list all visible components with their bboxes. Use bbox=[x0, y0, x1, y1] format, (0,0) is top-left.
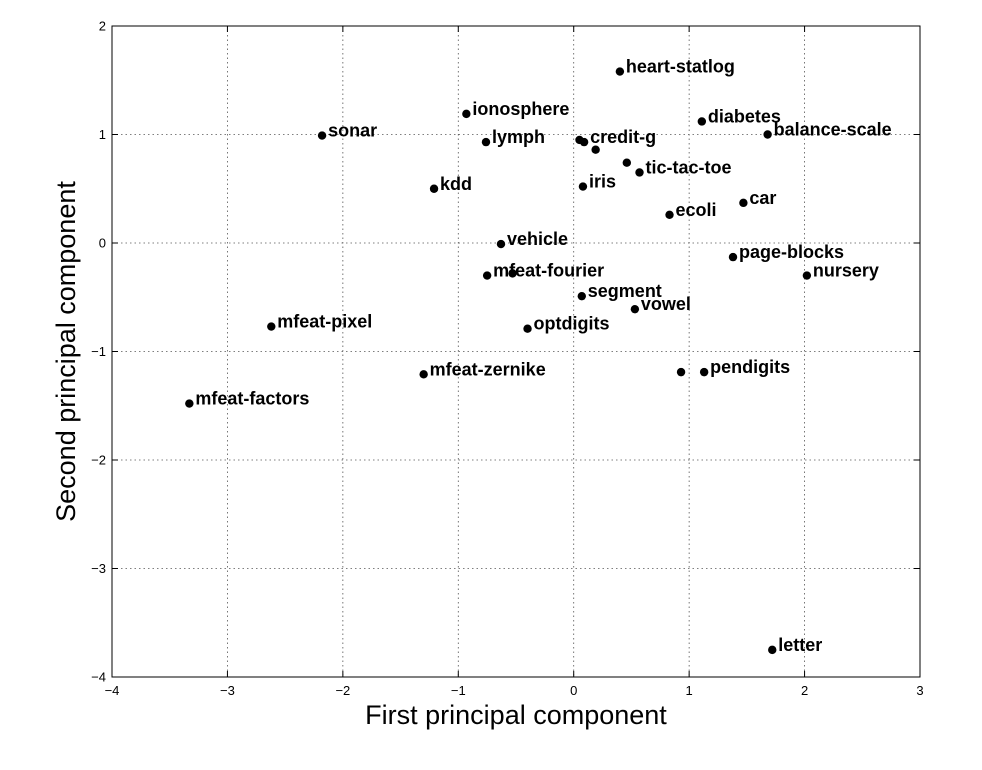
data-point bbox=[676, 367, 686, 377]
data-points: heart-statlog ionosphere diabetes sonar lymp… bbox=[185, 57, 892, 655]
point-label: vowel bbox=[641, 294, 691, 314]
point-label: lymph bbox=[492, 127, 545, 147]
y-tick-label: 2 bbox=[99, 19, 106, 34]
data-point bbox=[578, 182, 588, 191]
point-label: ecoli bbox=[676, 200, 717, 220]
y-tick-label: −4 bbox=[91, 670, 106, 685]
data-point bbox=[615, 67, 625, 76]
data-point bbox=[267, 322, 276, 331]
point-label: tic-tac-toe bbox=[646, 157, 732, 177]
data-point bbox=[630, 304, 640, 314]
point-label: kdd bbox=[440, 174, 472, 194]
point-label: car bbox=[749, 188, 776, 208]
data-point bbox=[697, 117, 707, 126]
x-tick-label: −3 bbox=[220, 683, 235, 698]
data-point bbox=[496, 239, 506, 249]
point-label: diabetes bbox=[708, 106, 781, 126]
y-tick-label: 1 bbox=[99, 127, 106, 142]
point-label: mfeat-factors bbox=[195, 389, 309, 409]
y-tick-label: −1 bbox=[91, 344, 106, 359]
x-tick-label: −2 bbox=[335, 683, 350, 698]
x-tick-label: −1 bbox=[451, 683, 466, 698]
point-label: mfeat-zernike bbox=[430, 359, 546, 379]
point-label: iris bbox=[589, 172, 616, 192]
x-tick-label: 0 bbox=[570, 683, 577, 698]
point-label: nursery bbox=[813, 261, 879, 281]
point-label: sonar bbox=[328, 121, 377, 141]
data-point bbox=[462, 109, 471, 119]
data-point bbox=[523, 324, 532, 333]
data-point bbox=[419, 370, 428, 379]
data-point bbox=[635, 168, 644, 177]
x-tick-label: 1 bbox=[686, 683, 693, 698]
data-point bbox=[185, 399, 194, 408]
point-label: segment bbox=[588, 281, 662, 301]
y-axis-title: Second principal component bbox=[51, 181, 81, 522]
point-label: ionosphere bbox=[472, 99, 569, 119]
point-label: heart-statlog bbox=[626, 57, 735, 77]
point-label: credit-g bbox=[590, 127, 656, 147]
data-point bbox=[482, 271, 492, 280]
data-point bbox=[763, 130, 772, 139]
point-label: optdigits bbox=[534, 314, 610, 334]
data-point bbox=[622, 158, 632, 167]
y-tick-label: −3 bbox=[91, 561, 106, 576]
data-point bbox=[739, 198, 748, 208]
point-label: page-blocks bbox=[739, 242, 844, 262]
x-tick-label: 3 bbox=[916, 683, 923, 698]
y-tick-label: 0 bbox=[99, 236, 106, 251]
grid bbox=[112, 26, 920, 677]
data-point bbox=[575, 135, 584, 145]
x-tick-label: 2 bbox=[801, 683, 808, 698]
y-tick-label: −2 bbox=[91, 453, 106, 468]
point-label: mfeat-fourier bbox=[493, 261, 604, 281]
point-label: mfeat-pixel bbox=[277, 312, 372, 332]
data-point bbox=[429, 184, 439, 193]
data-point bbox=[699, 367, 709, 377]
x-tick-label: −4 bbox=[105, 683, 120, 698]
data-point bbox=[481, 137, 491, 147]
data-point bbox=[768, 645, 777, 655]
point-label: vehicle bbox=[507, 229, 568, 249]
data-point bbox=[508, 269, 517, 278]
data-point bbox=[591, 145, 600, 154]
point-label: balance-scale bbox=[774, 120, 892, 140]
data-point bbox=[728, 252, 738, 262]
x-axis-title: First principal component bbox=[365, 700, 667, 730]
point-label: letter bbox=[778, 635, 822, 655]
data-point bbox=[317, 131, 327, 140]
point-label: pendigits bbox=[710, 357, 790, 377]
data-point bbox=[665, 210, 674, 219]
axis-ticks: −4 −3 −2 −1 0 1 2 3 −4 −3 −2 −1 0 1 2 bbox=[91, 19, 923, 699]
data-point bbox=[802, 271, 812, 280]
data-point bbox=[577, 291, 586, 301]
